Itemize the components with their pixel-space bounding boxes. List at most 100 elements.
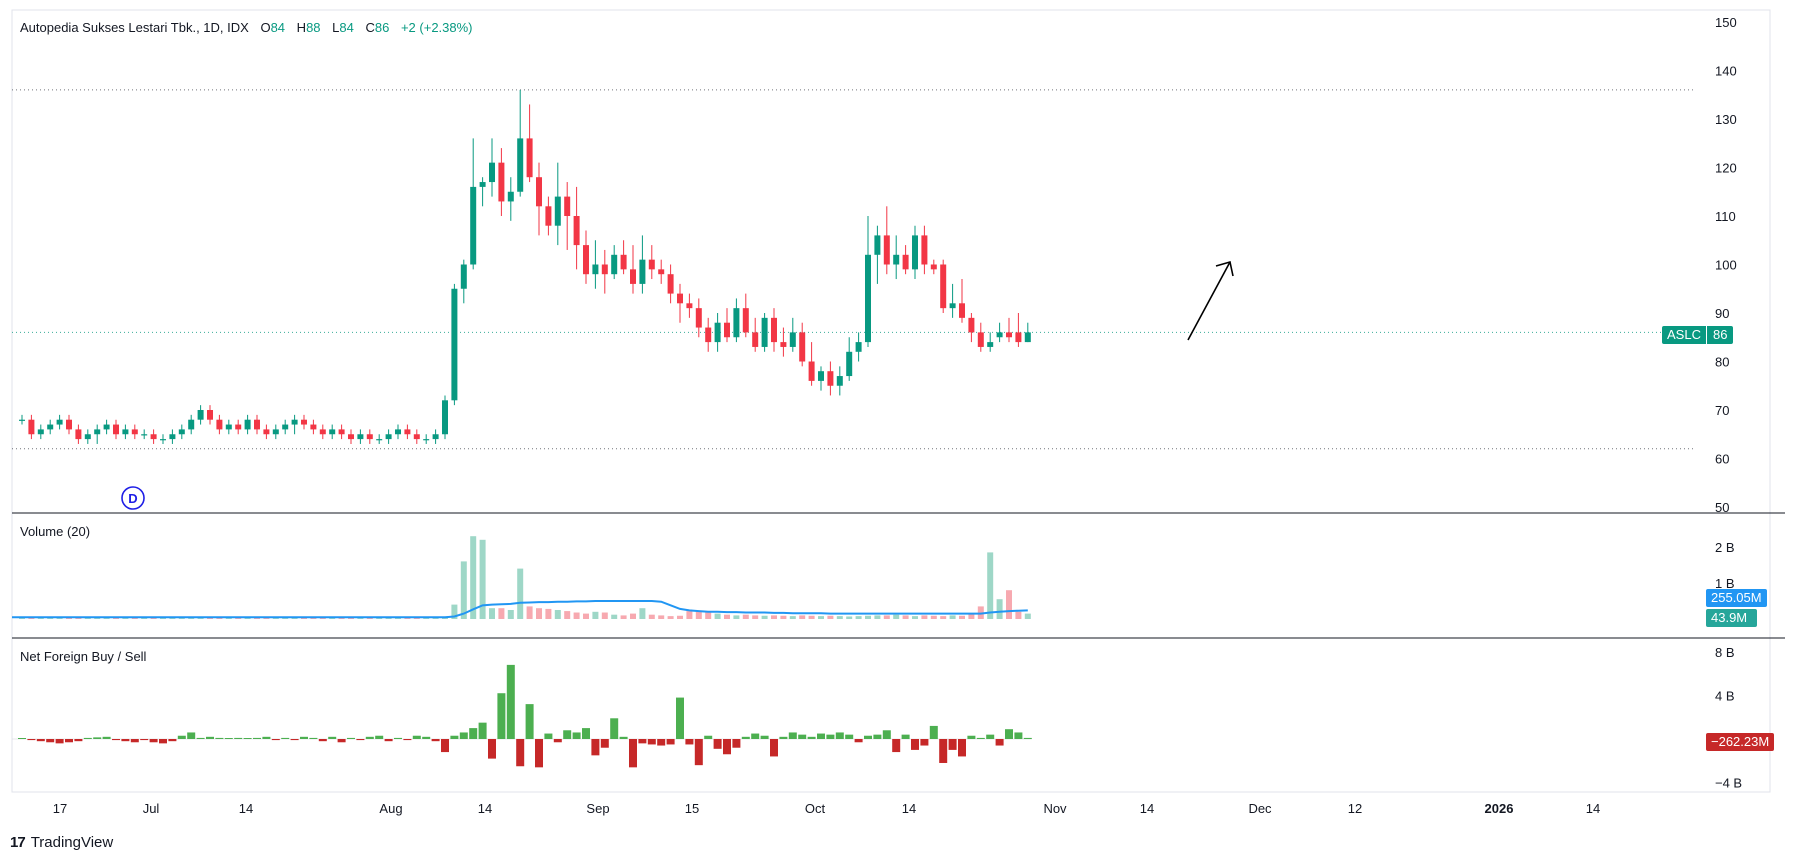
volume-bar [310,618,317,619]
foreign-bar [704,735,713,739]
foreign-axis-tick: 4 B [1715,688,1735,703]
foreign-bar [995,739,1004,746]
candle-body [188,419,195,430]
chart-frame [11,9,1771,793]
candle-body [37,429,44,435]
candle-body [207,410,213,420]
candle-body [996,332,1003,338]
time-axis-tick: Oct [805,801,826,816]
foreign-bar [807,736,816,739]
candle-body [517,138,524,192]
volume-bar [498,608,505,619]
volume-bar [865,615,871,619]
foreign-bar [629,739,637,768]
candle-body [1015,332,1022,343]
candle-body [686,303,693,309]
volume-bar [357,618,364,619]
time-axis-tick: 12 [1348,801,1362,816]
candle-body [404,429,411,435]
foreign-bar [770,739,778,757]
foreign-pane-title[interactable]: Net Foreign Buy / Sell [20,649,147,664]
volume-axis-tick: 2 B [1715,540,1735,555]
foreign-bar [309,737,318,739]
volume-bar [291,618,298,619]
foreign-bar [976,737,985,739]
foreign-bar [967,735,976,739]
volume-bar [554,610,561,619]
volume-bar [611,614,618,619]
price-axis-tick: 130 [1715,112,1737,127]
volume-bar [178,618,185,619]
volume-bar [620,615,627,619]
volume-bar [235,618,242,619]
foreign-bar [74,739,83,742]
ticker-badge: ASLC [1667,327,1701,342]
close-key: C [365,20,375,35]
candle-body [902,254,909,270]
foreign-bar [243,738,252,739]
volume-bar [423,617,430,619]
volume-bar [573,612,580,619]
volume-bar [724,614,730,619]
time-axis-tick: Sep [586,801,609,816]
candle-body [959,303,965,318]
volume-bar [677,615,683,619]
volume-bar [545,608,552,619]
volume-bar [883,615,890,619]
foreign-bar [328,736,337,739]
foreign-bar [271,739,280,741]
volume-bar [348,618,354,619]
volume-bar [601,612,608,619]
candle-body [808,361,815,381]
foreign-bar [488,739,496,759]
volume-bar [225,618,232,619]
volume-bar [987,552,994,619]
candle-body [460,264,467,289]
volume-badge: 43.9M [1706,609,1757,627]
last-price-badge: 86 [1705,326,1733,344]
volume-bar [122,618,129,619]
candle-body [536,177,542,207]
foreign-bar [215,737,224,739]
foreign-bar [497,693,506,739]
volume-bar [188,618,195,619]
candle-body [846,351,853,377]
volume-pane-title[interactable]: Volume (20) [20,524,91,539]
foreign-bar [535,739,543,768]
time-axis-tick: Nov [1043,801,1067,816]
candle-body [865,254,871,343]
time-axis-tick: Dec [1248,801,1272,816]
volume-bar [489,608,495,619]
foreign-bar [788,732,797,739]
brand-name: TradingView [30,834,114,851]
low-key: L [332,20,340,35]
volume-bar [583,613,589,619]
time-axis-tick: 15 [685,801,699,816]
candle-body [658,269,665,275]
price-axis-tick: 120 [1715,161,1737,176]
volume-bar [968,613,975,619]
candle-body [648,259,655,270]
volume-bar [366,618,373,619]
price-axis-tick: 50 [1715,500,1729,515]
volume-bar [902,615,909,619]
foreign-bar [835,732,844,739]
candle-body [507,191,514,202]
foreign-bar [102,736,111,739]
candle-body [254,419,260,430]
foreign-bar [412,735,421,739]
close-value: 86 [374,20,390,35]
volume-bar [103,618,110,619]
brand-footer[interactable]: 17 TradingView [10,834,113,851]
volume-bar [319,618,326,619]
candle-body [338,429,345,435]
candle-body [564,196,571,216]
volume-bar [507,610,514,619]
foreign-bar [751,733,760,739]
volume-bar [667,616,674,619]
volume-bar [761,615,768,619]
foreign-bar [958,739,966,757]
foreign-bar [666,739,675,745]
volume-bar [752,615,759,619]
